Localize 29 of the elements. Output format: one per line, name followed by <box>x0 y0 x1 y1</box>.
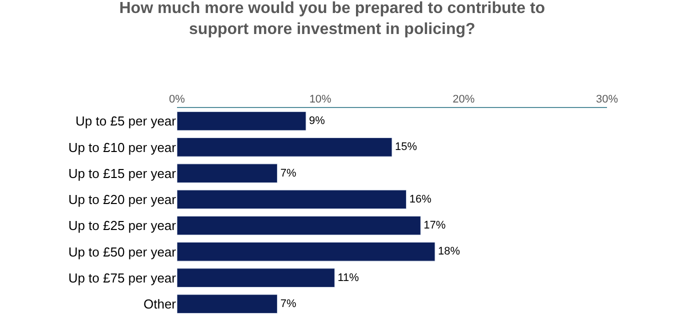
x-tick-label: 30% <box>596 94 618 106</box>
bar <box>177 164 278 183</box>
y-tick-label: Up to £10 per year <box>68 140 177 155</box>
data-label: 9% <box>309 115 326 128</box>
data-label: 17% <box>424 220 446 232</box>
bar <box>177 190 407 210</box>
bar <box>177 216 421 236</box>
y-tick-label: Up to £75 per year <box>68 270 177 286</box>
data-label: 15% <box>395 141 418 154</box>
y-tick-label: Up to £50 per year <box>68 244 177 260</box>
x-tick-label: 10% <box>309 94 332 106</box>
y-tick-label: Up to £5 per year <box>76 114 177 129</box>
data-label: 7% <box>280 298 296 310</box>
data-label: 11% <box>338 272 360 284</box>
bar <box>177 294 278 314</box>
y-tick-label: Up to £15 per year <box>68 166 177 181</box>
data-label: 18% <box>438 246 460 258</box>
y-tick-label: Up to £20 per year <box>68 192 177 207</box>
x-tick-label: 0% <box>169 94 186 106</box>
bar <box>177 242 436 262</box>
y-tick-label: Other <box>143 296 177 312</box>
chart-title: How much more would you be prepared to contribute to support more investment in policing? <box>119 0 546 38</box>
bar <box>177 138 392 157</box>
bar <box>177 268 335 288</box>
bar <box>177 111 306 131</box>
y-tick-label: Up to £25 per year <box>68 218 177 234</box>
data-label: 7% <box>280 167 296 180</box>
data-label: 16% <box>409 193 432 206</box>
x-tick-label: 20% <box>452 94 475 106</box>
